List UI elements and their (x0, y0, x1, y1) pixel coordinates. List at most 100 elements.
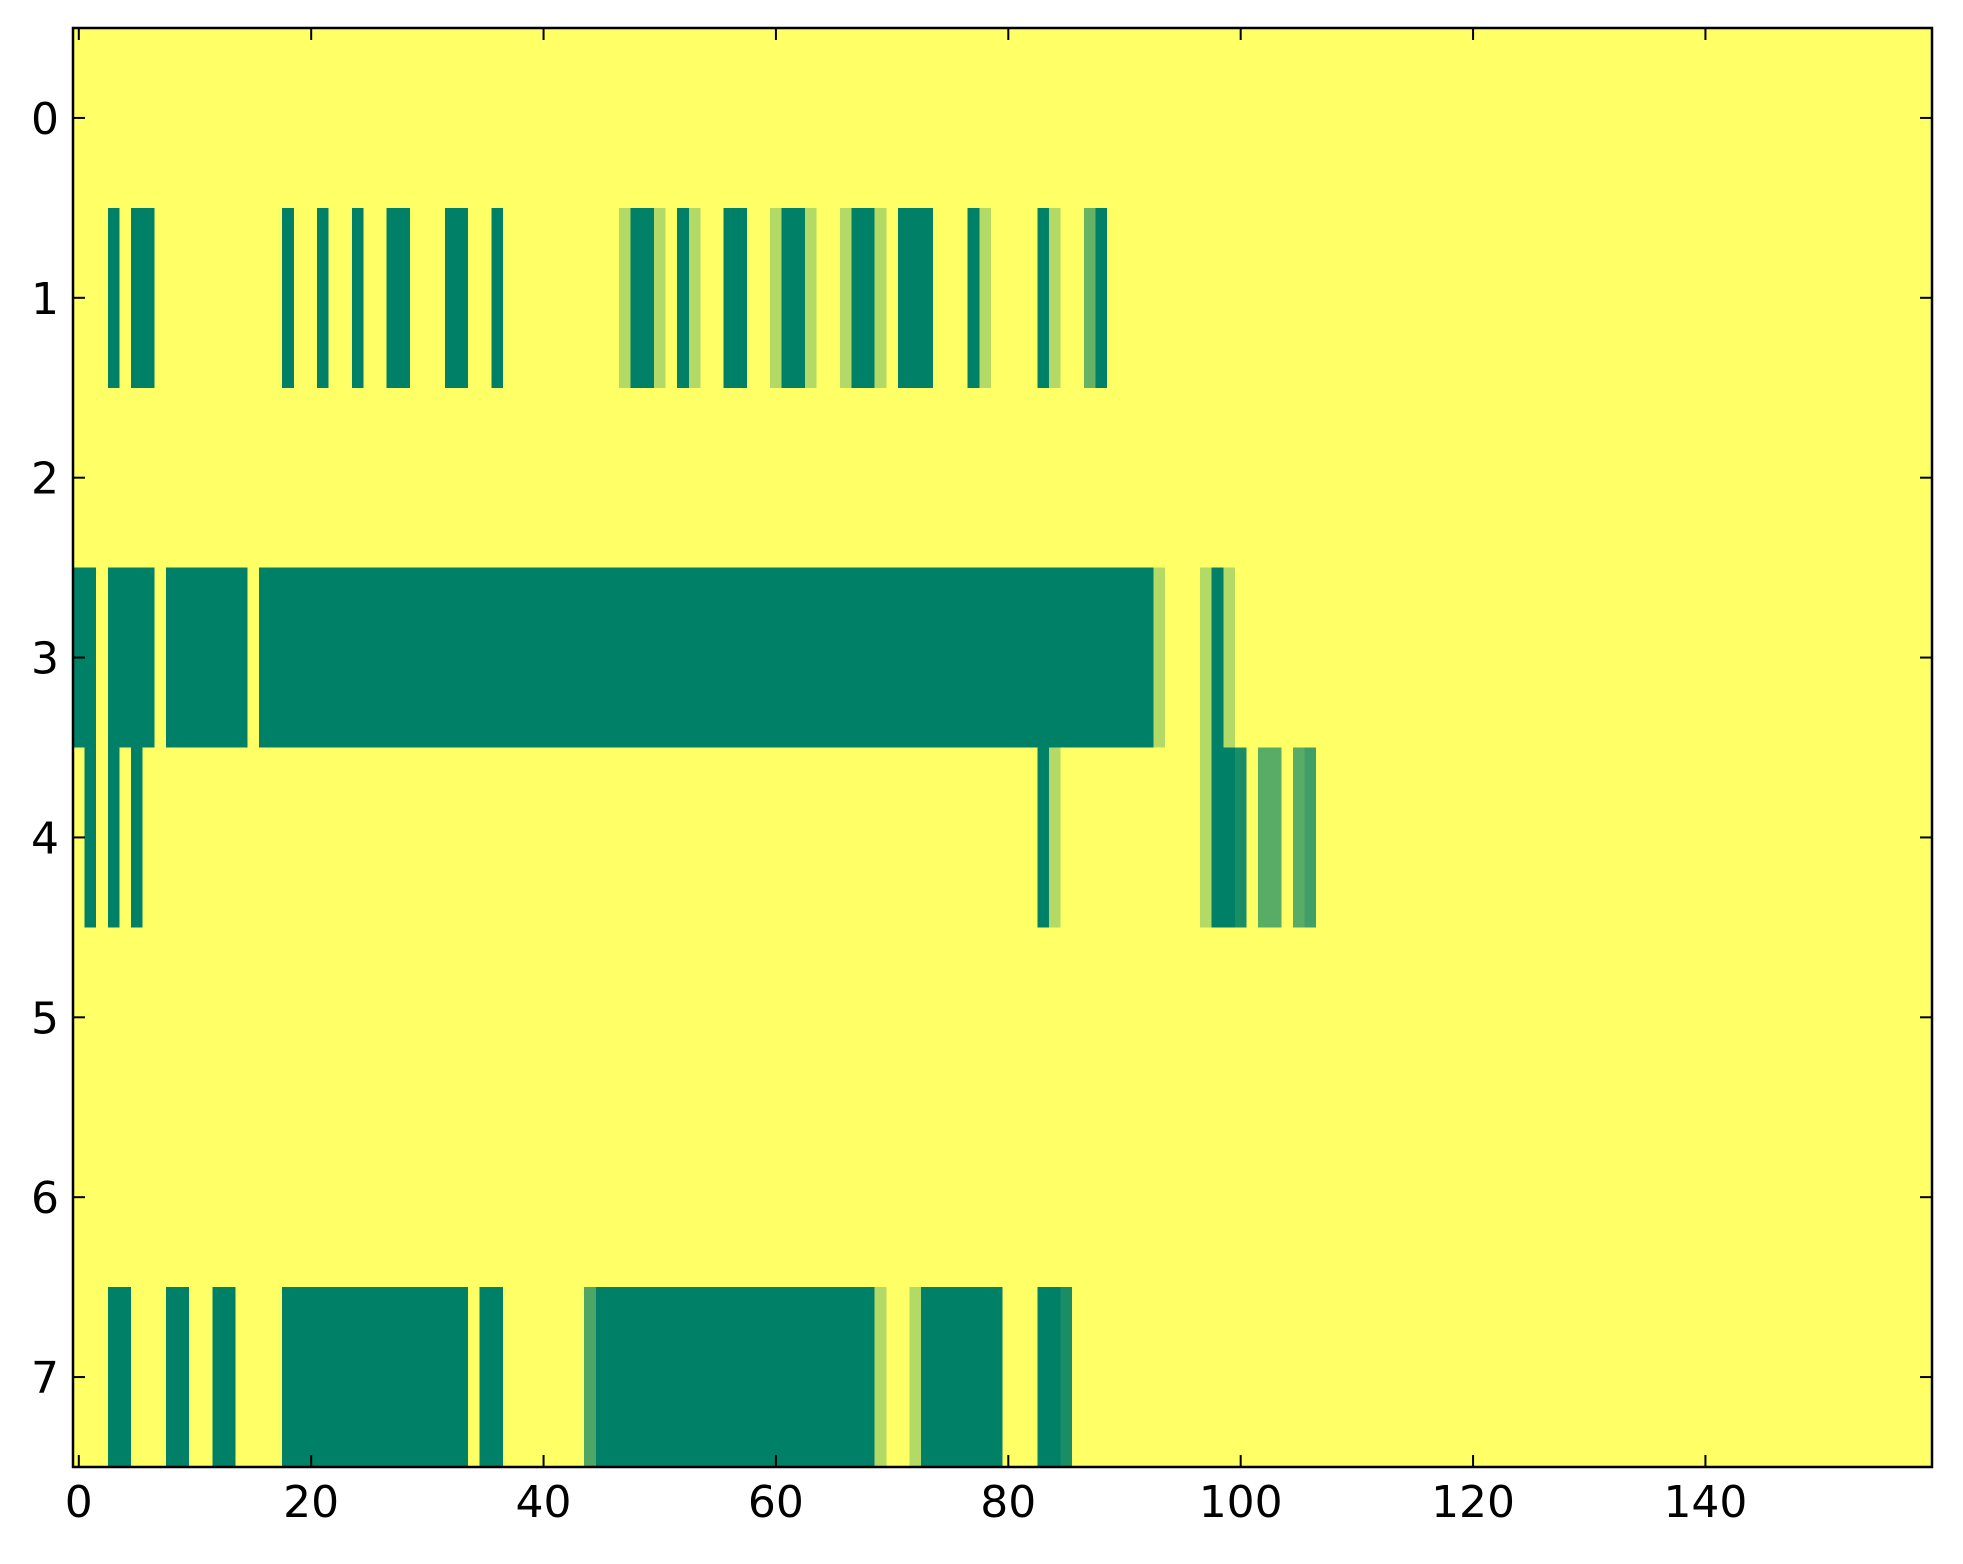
cell (1502, 1107, 1515, 1288)
cell (386, 927, 399, 1108)
cell (607, 207, 620, 389)
cell (1629, 927, 1642, 1108)
cell (328, 1107, 341, 1288)
cell (1083, 387, 1096, 569)
cell (1072, 927, 1085, 1108)
cell (212, 28, 225, 209)
cell (1583, 207, 1596, 389)
cell (653, 567, 666, 748)
cell (1176, 927, 1189, 1108)
cell (1827, 207, 1840, 389)
cell (1769, 1287, 1782, 1468)
cell (258, 567, 271, 748)
cell (421, 28, 434, 209)
cell (1525, 387, 1538, 569)
cell (96, 567, 109, 748)
cell (979, 387, 992, 569)
cell (909, 747, 922, 928)
cell (526, 927, 539, 1108)
cell (1664, 1287, 1677, 1468)
cell (653, 927, 666, 1108)
cell (96, 207, 109, 389)
cell (363, 747, 376, 928)
cell (526, 1107, 539, 1288)
cell (653, 207, 666, 389)
cell (1664, 927, 1677, 1108)
cell (677, 927, 690, 1108)
cell (1292, 1107, 1305, 1288)
cell (200, 207, 213, 389)
cell (1211, 1107, 1224, 1288)
cell (688, 207, 701, 389)
cell (1292, 747, 1305, 928)
cell (1757, 927, 1770, 1108)
cell (1804, 207, 1817, 389)
cell (212, 207, 225, 389)
cell (514, 747, 527, 928)
cell (131, 567, 144, 748)
cell (1606, 387, 1619, 569)
cell (839, 387, 852, 569)
cell (619, 1107, 632, 1288)
cell (1815, 747, 1828, 928)
cell (96, 747, 109, 928)
cell (1688, 1287, 1701, 1468)
cell (142, 927, 155, 1108)
x-tick-label: 120 (1431, 1477, 1515, 1528)
cell (944, 747, 957, 928)
cell (1130, 207, 1143, 389)
cell (514, 1107, 527, 1288)
cell (595, 387, 608, 569)
cell (1223, 387, 1236, 569)
cell (700, 1107, 713, 1288)
cell (1014, 747, 1027, 928)
cell (107, 567, 120, 748)
cell (1385, 1287, 1398, 1468)
cell (351, 1287, 364, 1468)
cell (1908, 927, 1921, 1108)
cell (409, 207, 422, 389)
cell (712, 1107, 725, 1288)
cell (1478, 567, 1491, 748)
cell (1653, 207, 1666, 389)
cell (572, 207, 585, 389)
cell (723, 28, 736, 209)
cell (340, 387, 353, 569)
cell (502, 567, 515, 748)
cell (84, 747, 97, 928)
cell (1002, 207, 1015, 389)
cell (282, 747, 295, 928)
cell (444, 387, 457, 569)
cell (119, 1107, 132, 1288)
cell (107, 1287, 120, 1468)
cell (746, 567, 759, 748)
cell (781, 207, 794, 389)
cell (1653, 747, 1666, 928)
cell (1385, 1107, 1398, 1288)
cell (1478, 927, 1491, 1108)
cell (165, 1287, 178, 1468)
cell (1676, 387, 1689, 569)
cell (839, 927, 852, 1108)
cell (1130, 747, 1143, 928)
cell (944, 1287, 957, 1468)
cell (1200, 28, 1213, 209)
cell (1629, 567, 1642, 748)
cell (154, 387, 167, 569)
cell (1339, 207, 1352, 389)
cell (956, 567, 969, 748)
cell (1397, 28, 1410, 209)
cell (1246, 747, 1259, 928)
cell (96, 1107, 109, 1288)
cell (1583, 28, 1596, 209)
cell (1060, 747, 1073, 928)
cell (1897, 207, 1910, 389)
cell (142, 747, 155, 928)
cell (1560, 387, 1573, 569)
cell (863, 387, 876, 569)
cell (409, 1287, 422, 1468)
cell (572, 927, 585, 1108)
cell (897, 387, 910, 569)
cell (1432, 28, 1445, 209)
cell (1234, 927, 1247, 1108)
